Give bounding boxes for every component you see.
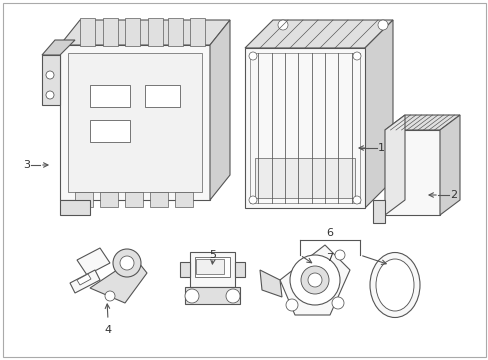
Polygon shape: [195, 257, 229, 277]
Polygon shape: [77, 274, 91, 285]
Circle shape: [225, 289, 240, 303]
Polygon shape: [244, 20, 392, 48]
Circle shape: [113, 249, 141, 277]
Text: 7: 7: [326, 253, 333, 263]
Bar: [90, 85, 130, 107]
Bar: [80, 18, 95, 46]
Circle shape: [377, 20, 387, 30]
Text: 6: 6: [326, 228, 333, 238]
Bar: [100, 192, 118, 207]
Bar: [249, 53, 359, 203]
Bar: [150, 192, 168, 207]
Circle shape: [46, 91, 54, 99]
Polygon shape: [190, 252, 235, 287]
Circle shape: [248, 52, 257, 60]
Text: 1: 1: [377, 143, 384, 153]
Circle shape: [105, 291, 115, 301]
Polygon shape: [372, 200, 384, 223]
Polygon shape: [235, 262, 244, 277]
Polygon shape: [42, 40, 75, 55]
Polygon shape: [260, 270, 282, 297]
Polygon shape: [68, 53, 202, 192]
Text: 2: 2: [449, 190, 456, 200]
Polygon shape: [60, 20, 229, 45]
Polygon shape: [77, 248, 110, 275]
Circle shape: [248, 196, 257, 204]
Text: 4: 4: [104, 325, 111, 335]
Text: 3: 3: [23, 160, 30, 170]
Polygon shape: [280, 245, 349, 315]
Ellipse shape: [369, 252, 419, 318]
Polygon shape: [90, 258, 147, 303]
Polygon shape: [439, 115, 459, 215]
Polygon shape: [60, 45, 209, 200]
Circle shape: [285, 299, 297, 311]
Polygon shape: [60, 200, 90, 215]
Polygon shape: [209, 20, 229, 200]
Bar: [103, 18, 118, 46]
Polygon shape: [384, 115, 404, 215]
Polygon shape: [70, 270, 100, 293]
Circle shape: [307, 273, 321, 287]
Bar: [190, 18, 204, 46]
Circle shape: [289, 255, 339, 305]
Circle shape: [352, 52, 360, 60]
Bar: [175, 192, 193, 207]
Circle shape: [184, 289, 199, 303]
Circle shape: [352, 196, 360, 204]
Bar: [145, 85, 180, 107]
Circle shape: [301, 266, 328, 294]
Polygon shape: [364, 20, 392, 208]
Bar: [196, 259, 224, 274]
Circle shape: [120, 256, 134, 270]
Polygon shape: [244, 48, 364, 208]
Polygon shape: [384, 130, 439, 215]
Polygon shape: [42, 55, 60, 105]
Circle shape: [46, 71, 54, 79]
Polygon shape: [184, 287, 240, 304]
Bar: [148, 18, 163, 46]
Circle shape: [331, 297, 343, 309]
Circle shape: [334, 250, 345, 260]
Bar: [125, 18, 140, 46]
Ellipse shape: [375, 259, 413, 311]
Polygon shape: [384, 115, 459, 130]
Bar: [125, 192, 142, 207]
Circle shape: [278, 20, 287, 30]
Bar: [75, 192, 93, 207]
Bar: [90, 120, 130, 142]
Polygon shape: [180, 262, 190, 277]
Polygon shape: [254, 158, 354, 198]
Text: 5: 5: [209, 250, 216, 260]
Bar: [168, 18, 183, 46]
